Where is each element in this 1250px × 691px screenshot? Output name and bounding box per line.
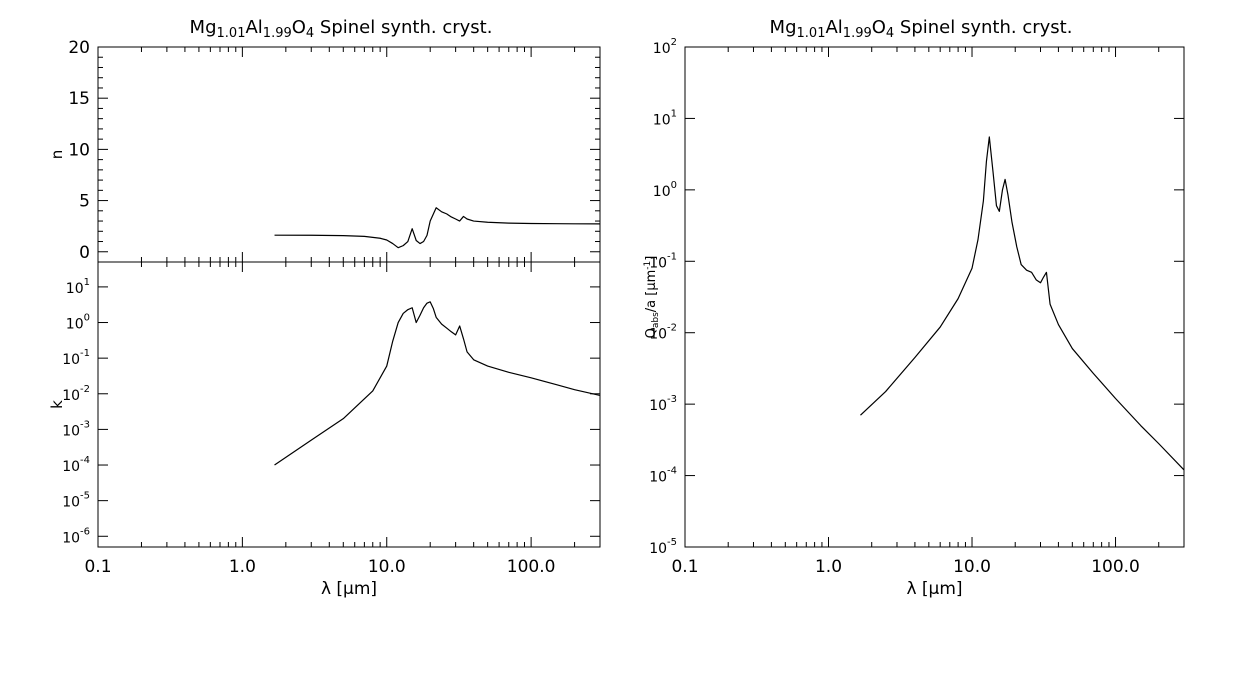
y-tick-label: 0: [79, 243, 90, 263]
k-axis-label: k: [48, 400, 66, 409]
x-tick-label: 0.1: [84, 557, 111, 577]
y-tick-label: 15: [68, 89, 90, 109]
x-tick-label: 10.0: [368, 557, 406, 577]
y-tick-label: 10-5: [649, 537, 677, 557]
y-tick-label: 10-4: [62, 455, 90, 475]
y-tick-label: 102: [653, 37, 677, 57]
n-panel: 0 5 10 15 20 n: [48, 38, 601, 263]
qabs-axis-label: Qabs/a [μm-1]: [643, 256, 661, 339]
y-tick-label: 100: [66, 313, 90, 333]
y-tick-label: 10-6: [62, 526, 90, 546]
y-tick-label: 101: [66, 277, 90, 297]
qabs-panel: 0.1 1.0 10.0 100.0 10-5 10-4 10-3 10-2 10-1 100 10…: [643, 37, 1185, 599]
x-tick-label: 10.0: [953, 557, 991, 577]
plot-frame: [684, 46, 1185, 548]
y-tick-label: 10-3: [62, 419, 90, 439]
plot-frame: [97, 261, 601, 548]
y-tick-label: 10-1: [649, 251, 677, 271]
k-series-line: [274, 301, 601, 466]
y-tick-label: 101: [653, 108, 677, 128]
left-chart-title: Mg1.01Al1.99O4 Spinel synth. cryst.: [190, 17, 493, 41]
x-tick-label: 100.0: [1091, 557, 1140, 577]
plot-frame: [97, 46, 601, 263]
n-axis-label: n: [48, 150, 66, 160]
x-tick-label: 100.0: [507, 557, 556, 577]
y-tick-label: 100: [653, 180, 677, 200]
y-tick-label: 10-4: [649, 466, 677, 486]
x-tick-label: 0.1: [671, 557, 698, 577]
right-x-axis-label: λ [μm]: [906, 579, 962, 599]
y-tick-label: 10-2: [62, 384, 90, 404]
right-chart-title: Mg1.01Al1.99O4 Spinel synth. cryst.: [770, 17, 1073, 41]
y-tick-label: 10-2: [649, 323, 677, 343]
y-tick-label: 10-1: [62, 348, 90, 368]
x-tick-label: 1.0: [815, 557, 842, 577]
y-tick-label: 20: [68, 38, 90, 58]
left-x-axis-label: λ [μm]: [321, 579, 377, 599]
k-panel: 0.1 1.0 10.0 100.0 10-6 10-5 10-4 10-3 10-2 10-1 1…: [48, 261, 601, 599]
y-tick-label: 5: [79, 192, 90, 212]
y-tick-label: 10-5: [62, 491, 90, 511]
y-tick-label: 10-3: [649, 394, 677, 414]
y-tick-label: 10: [68, 140, 90, 160]
n-series-line: [274, 207, 601, 249]
qabs-series-line: [860, 136, 1185, 471]
x-tick-label: 1.0: [229, 557, 256, 577]
